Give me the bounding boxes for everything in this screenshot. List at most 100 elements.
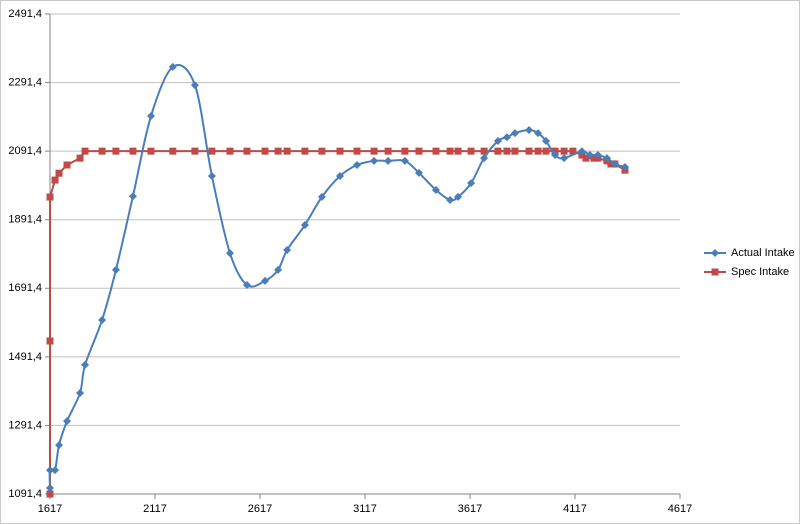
data-point bbox=[454, 147, 462, 155]
data-point bbox=[525, 147, 533, 155]
data-point bbox=[261, 276, 270, 285]
data-point bbox=[467, 147, 475, 155]
data-point bbox=[590, 154, 598, 162]
data-point bbox=[480, 147, 488, 155]
data-point bbox=[191, 147, 199, 155]
data-point bbox=[63, 161, 71, 169]
data-point bbox=[353, 160, 362, 169]
data-point bbox=[610, 159, 619, 168]
data-point bbox=[128, 192, 137, 201]
plot bbox=[46, 62, 629, 498]
x-tick-label: 4117 bbox=[563, 503, 587, 515]
x-tick-label: 1617 bbox=[38, 503, 62, 515]
data-point bbox=[46, 483, 54, 492]
data-point bbox=[55, 441, 64, 450]
data-point bbox=[226, 147, 234, 155]
data-point bbox=[169, 147, 177, 155]
data-point bbox=[431, 186, 440, 195]
data-point bbox=[46, 193, 54, 201]
data-point bbox=[190, 81, 199, 90]
data-point bbox=[168, 62, 177, 71]
data-point bbox=[283, 147, 291, 155]
data-point bbox=[81, 360, 90, 369]
data-point bbox=[493, 136, 502, 145]
y-tick-label: 1691,4 bbox=[8, 282, 42, 294]
data-point bbox=[620, 163, 629, 172]
legend: Actual Intake Spec Intake bbox=[704, 247, 795, 278]
data-point bbox=[414, 168, 423, 177]
data-point bbox=[446, 195, 455, 204]
data-point bbox=[225, 249, 234, 258]
data-point bbox=[582, 154, 590, 162]
data-point bbox=[336, 147, 344, 155]
data-point bbox=[593, 151, 602, 160]
data-point bbox=[274, 147, 282, 155]
data-point bbox=[551, 151, 560, 160]
data-point bbox=[502, 133, 511, 142]
data-point bbox=[711, 249, 719, 257]
y-tick-label: 1291,4 bbox=[8, 419, 42, 431]
data-point bbox=[76, 154, 84, 162]
data-point bbox=[243, 147, 251, 155]
data-point bbox=[370, 156, 379, 165]
x-tick-label: 3117 bbox=[353, 503, 377, 515]
data-point bbox=[129, 147, 137, 155]
y-tick-label: 1891,4 bbox=[8, 214, 42, 226]
data-point bbox=[525, 126, 534, 135]
data-point bbox=[370, 147, 378, 155]
data-point bbox=[98, 147, 106, 155]
data-point bbox=[560, 154, 569, 163]
data-point bbox=[51, 466, 60, 475]
data-point bbox=[511, 147, 519, 155]
data-point bbox=[432, 147, 440, 155]
data-point bbox=[510, 129, 519, 138]
data-point bbox=[577, 147, 586, 156]
data-point bbox=[585, 151, 594, 160]
data-point bbox=[401, 147, 409, 155]
data-point bbox=[317, 192, 326, 201]
data-point bbox=[602, 154, 611, 163]
grid: 1091,4 1291,4 1491,4 1691,4 1891,4 2091,4 2291… bbox=[8, 8, 692, 515]
data-point bbox=[261, 147, 269, 155]
x-tick-label: 4617 bbox=[668, 503, 692, 515]
data-point bbox=[336, 171, 345, 180]
data-point bbox=[147, 111, 156, 120]
x-tick-label: 3617 bbox=[458, 503, 482, 515]
data-point bbox=[81, 147, 89, 155]
data-point bbox=[46, 337, 54, 345]
y-tick-label: 2291,4 bbox=[8, 76, 42, 88]
data-point bbox=[76, 388, 85, 397]
data-point bbox=[467, 179, 476, 188]
data-point bbox=[98, 315, 107, 324]
data-point bbox=[446, 147, 454, 155]
data-point bbox=[534, 147, 542, 155]
data-point bbox=[494, 147, 502, 155]
data-point bbox=[242, 280, 251, 289]
y-tick-label: 1091,4 bbox=[8, 488, 42, 500]
data-point bbox=[63, 417, 72, 426]
x-tick-label: 2117 bbox=[143, 503, 167, 515]
data-point bbox=[46, 466, 54, 475]
data-point bbox=[711, 268, 719, 276]
legend-label: Spec Intake bbox=[731, 266, 789, 278]
data-point bbox=[147, 147, 155, 155]
data-point bbox=[274, 265, 283, 274]
data-point bbox=[560, 147, 568, 155]
data-point bbox=[208, 147, 216, 155]
data-point bbox=[503, 147, 511, 155]
data-point bbox=[353, 147, 361, 155]
data-point bbox=[300, 220, 309, 229]
data-point bbox=[454, 192, 463, 201]
data-point bbox=[55, 169, 63, 177]
data-point bbox=[112, 147, 120, 155]
legend-label: Actual Intake bbox=[731, 247, 795, 259]
data-point bbox=[283, 246, 292, 255]
y-tick-label: 1491,4 bbox=[8, 351, 42, 363]
data-point bbox=[542, 147, 550, 155]
y-tick-label: 2091,4 bbox=[8, 145, 42, 157]
data-point bbox=[111, 265, 120, 274]
data-point bbox=[51, 176, 59, 184]
